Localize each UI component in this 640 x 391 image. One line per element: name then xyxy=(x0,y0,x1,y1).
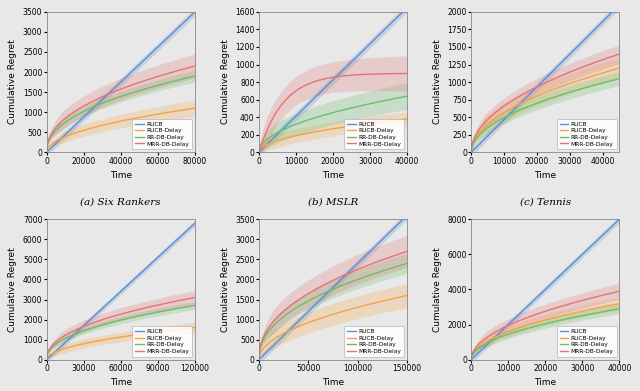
Y-axis label: Cumulative Regret: Cumulative Regret xyxy=(433,247,442,332)
X-axis label: Time: Time xyxy=(322,171,344,180)
Y-axis label: Cumulative Regret: Cumulative Regret xyxy=(8,247,17,332)
Y-axis label: Cumulative Regret: Cumulative Regret xyxy=(221,40,230,124)
X-axis label: Time: Time xyxy=(322,378,344,387)
X-axis label: Time: Time xyxy=(109,378,132,387)
Legend: RUCB, RUCB-Delay, RR-DB-Delay, MRR-DB-Delay: RUCB, RUCB-Delay, RR-DB-Delay, MRR-DB-De… xyxy=(344,119,404,149)
Text: (c) Tennis: (c) Tennis xyxy=(520,197,571,206)
Legend: RUCB, RUCB-Delay, RR-DB-Delay, MRR-DB-Delay: RUCB, RUCB-Delay, RR-DB-Delay, MRR-DB-De… xyxy=(344,326,404,357)
Legend: RUCB, RUCB-Delay, RR-DB-Delay, MRR-DB-Delay: RUCB, RUCB-Delay, RR-DB-Delay, MRR-DB-De… xyxy=(557,326,616,357)
Legend: RUCB, RUCB-Delay, RR-DB-Delay, MRR-DB-Delay: RUCB, RUCB-Delay, RR-DB-Delay, MRR-DB-De… xyxy=(132,119,192,149)
X-axis label: Time: Time xyxy=(534,378,556,387)
Y-axis label: Cumulative Regret: Cumulative Regret xyxy=(8,40,17,124)
Legend: RUCB, RUCB-Delay, RR-DB-Delay, MRR-DB-Delay: RUCB, RUCB-Delay, RR-DB-Delay, MRR-DB-De… xyxy=(132,326,192,357)
Y-axis label: Cumulative Regret: Cumulative Regret xyxy=(433,40,442,124)
Text: (a) Six Rankers: (a) Six Rankers xyxy=(81,197,161,206)
Legend: RUCB, RUCB-Delay, RR-DB-Delay, MRR-DB-Delay: RUCB, RUCB-Delay, RR-DB-Delay, MRR-DB-De… xyxy=(557,119,616,149)
Text: (b) MSLR: (b) MSLR xyxy=(308,197,358,206)
X-axis label: Time: Time xyxy=(109,171,132,180)
Y-axis label: Cumulative Regret: Cumulative Regret xyxy=(221,247,230,332)
X-axis label: Time: Time xyxy=(534,171,556,180)
